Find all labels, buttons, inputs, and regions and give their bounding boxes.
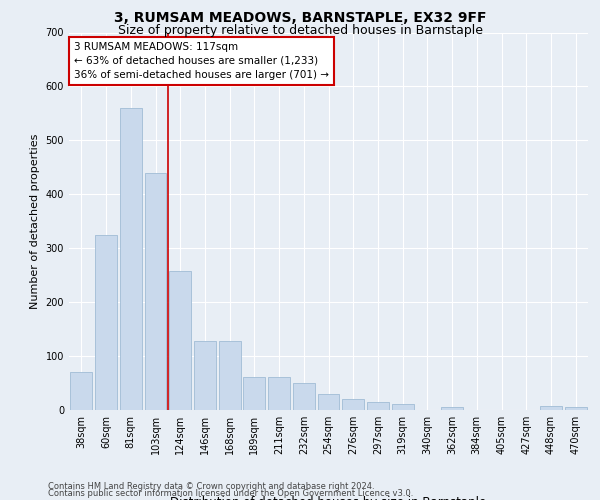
Bar — [392, 404, 413, 410]
X-axis label: Distribution of detached houses by size in Barnstaple: Distribution of detached houses by size … — [170, 496, 487, 500]
Bar — [70, 372, 92, 410]
Y-axis label: Number of detached properties: Number of detached properties — [30, 134, 40, 309]
Bar — [194, 341, 216, 410]
Bar — [169, 271, 191, 410]
Text: 3, RUMSAM MEADOWS, BARNSTAPLE, EX32 9FF: 3, RUMSAM MEADOWS, BARNSTAPLE, EX32 9FF — [114, 12, 486, 26]
Bar — [343, 399, 364, 410]
Bar — [540, 406, 562, 410]
Bar — [317, 394, 340, 410]
Bar — [293, 383, 314, 410]
Text: Contains HM Land Registry data © Crown copyright and database right 2024.: Contains HM Land Registry data © Crown c… — [48, 482, 374, 491]
Bar — [145, 172, 166, 410]
Bar — [120, 108, 142, 410]
Bar — [268, 376, 290, 410]
Bar — [441, 408, 463, 410]
Bar — [367, 402, 389, 410]
Text: Contains public sector information licensed under the Open Government Licence v3: Contains public sector information licen… — [48, 490, 413, 498]
Text: Size of property relative to detached houses in Barnstaple: Size of property relative to detached ho… — [118, 24, 482, 37]
Text: 3 RUMSAM MEADOWS: 117sqm
← 63% of detached houses are smaller (1,233)
36% of sem: 3 RUMSAM MEADOWS: 117sqm ← 63% of detach… — [74, 42, 329, 80]
Bar — [219, 341, 241, 410]
Bar — [244, 376, 265, 410]
Bar — [565, 408, 587, 410]
Bar — [95, 234, 117, 410]
